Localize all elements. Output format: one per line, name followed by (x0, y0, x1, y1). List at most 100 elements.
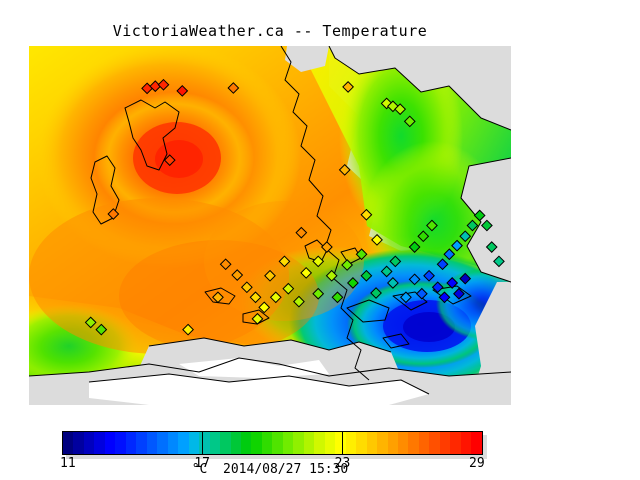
diamond-marker[interactable] (446, 277, 459, 289)
diamond-marker[interactable] (293, 295, 305, 308)
diamond-marker[interactable] (251, 312, 264, 325)
diamond-marker[interactable] (282, 282, 295, 295)
colorbar-swatch (94, 432, 105, 454)
diamond-marker[interactable] (312, 255, 325, 268)
diamond-marker[interactable] (408, 241, 421, 253)
diamond-marker[interactable] (341, 259, 354, 271)
diamond-marker[interactable] (342, 81, 354, 93)
diamond-marker[interactable] (176, 84, 189, 97)
diamond-marker[interactable] (426, 219, 438, 232)
diamond-marker[interactable] (380, 265, 393, 278)
temperature-field (29, 46, 511, 393)
diamond-marker[interactable] (219, 258, 232, 271)
diamond-marker[interactable] (493, 255, 505, 268)
diamond-marker[interactable] (438, 291, 451, 304)
diamond-marker[interactable] (415, 287, 428, 300)
colorbar-swatch (408, 432, 419, 454)
colorbar-swatch (188, 432, 200, 454)
diamond-marker[interactable] (466, 219, 479, 232)
diamond-marker[interactable] (107, 208, 120, 220)
colorbar-swatch (209, 432, 221, 454)
diamond-marker[interactable] (417, 230, 430, 243)
diamond-marker[interactable] (423, 269, 435, 282)
diamond-marker[interactable] (264, 269, 276, 282)
colorbar-swatch (439, 432, 451, 454)
colorbar-tick-label: 29 (469, 456, 485, 471)
colorbar-swatch (63, 432, 74, 454)
diamond-marker[interactable] (459, 272, 472, 285)
diamond-marker[interactable] (451, 239, 463, 252)
diamond-marker[interactable] (269, 291, 282, 304)
diamond-marker[interactable] (258, 301, 271, 314)
colorbar-swatch (418, 432, 430, 454)
diamond-marker[interactable] (95, 323, 108, 336)
diamond-marker[interactable] (360, 269, 373, 282)
colorbar-swatch (429, 432, 440, 454)
colorbar-swatch (251, 432, 262, 454)
diamond-marker[interactable] (360, 208, 373, 221)
temperature-map[interactable] (29, 46, 511, 405)
diamond-marker[interactable] (331, 291, 344, 304)
diamond-marker[interactable] (389, 255, 402, 268)
diamond-marker[interactable] (157, 78, 170, 91)
colorbar-swatch (293, 432, 304, 454)
colorbar-swatch (199, 432, 210, 454)
colorbar-swatch (272, 432, 283, 454)
diamond-marker[interactable] (355, 248, 368, 261)
diamond-marker[interactable] (300, 266, 313, 279)
colorbar-swatch (104, 432, 116, 454)
diamond-marker[interactable] (231, 269, 244, 281)
colorbar-gradient[interactable] (62, 431, 483, 455)
diamond-marker[interactable] (312, 287, 325, 300)
diamond-marker[interactable] (295, 226, 308, 239)
diamond-marker[interactable] (394, 103, 407, 116)
colorbar-swatch (167, 432, 179, 454)
colorbar-swatch (314, 432, 325, 454)
diamond-marker[interactable] (212, 291, 224, 304)
diamond-marker[interactable] (227, 82, 240, 94)
colorbar-swatch (220, 432, 231, 454)
colorbar-tick-label: 11 (60, 456, 76, 471)
colorbar-swatch (345, 432, 357, 454)
colorbar-swatch (146, 432, 158, 454)
diamond-marker[interactable] (338, 163, 351, 176)
colorbar[interactable] (62, 431, 487, 459)
diamond-marker[interactable] (480, 219, 493, 232)
diamond-marker[interactable] (443, 248, 456, 261)
station-markers[interactable] (84, 78, 505, 336)
coastlines (29, 46, 511, 395)
diamond-marker[interactable] (182, 323, 194, 336)
diamond-marker[interactable] (459, 230, 472, 243)
diamond-marker[interactable] (387, 277, 399, 289)
diamond-marker[interactable] (403, 115, 416, 128)
diamond-marker[interactable] (371, 233, 383, 246)
diamond-marker[interactable] (431, 281, 444, 294)
diamond-marker[interactable] (370, 287, 382, 299)
diamond-marker[interactable] (249, 291, 262, 304)
diamond-marker[interactable] (325, 269, 338, 282)
diamond-marker[interactable] (320, 241, 333, 253)
diamond-marker[interactable] (400, 291, 412, 304)
colorbar-swatch (73, 432, 84, 454)
unmapped-area (89, 358, 429, 405)
colorbar-swatch (471, 432, 482, 454)
diamond-marker[interactable] (163, 154, 176, 167)
diamond-marker[interactable] (84, 316, 97, 329)
colorbar-swatch (387, 432, 398, 454)
diamond-marker[interactable] (408, 273, 421, 286)
colorbar-swatch (178, 432, 189, 454)
diamond-marker[interactable] (436, 258, 449, 271)
diamond-marker[interactable] (453, 287, 465, 300)
colorbar-swatch (366, 432, 378, 454)
diamond-marker[interactable] (473, 209, 486, 222)
colorbar-swatch (335, 432, 346, 454)
diamond-marker[interactable] (240, 281, 253, 294)
colorbar-swatch (115, 432, 126, 454)
map-canvas[interactable] (29, 46, 511, 405)
diamond-marker[interactable] (485, 241, 498, 253)
colorbar-swatch (261, 432, 273, 454)
colorbar-swatch (157, 432, 168, 454)
diamond-marker[interactable] (346, 277, 359, 289)
diamond-marker[interactable] (278, 255, 291, 268)
colorbar-swatch (240, 432, 252, 454)
